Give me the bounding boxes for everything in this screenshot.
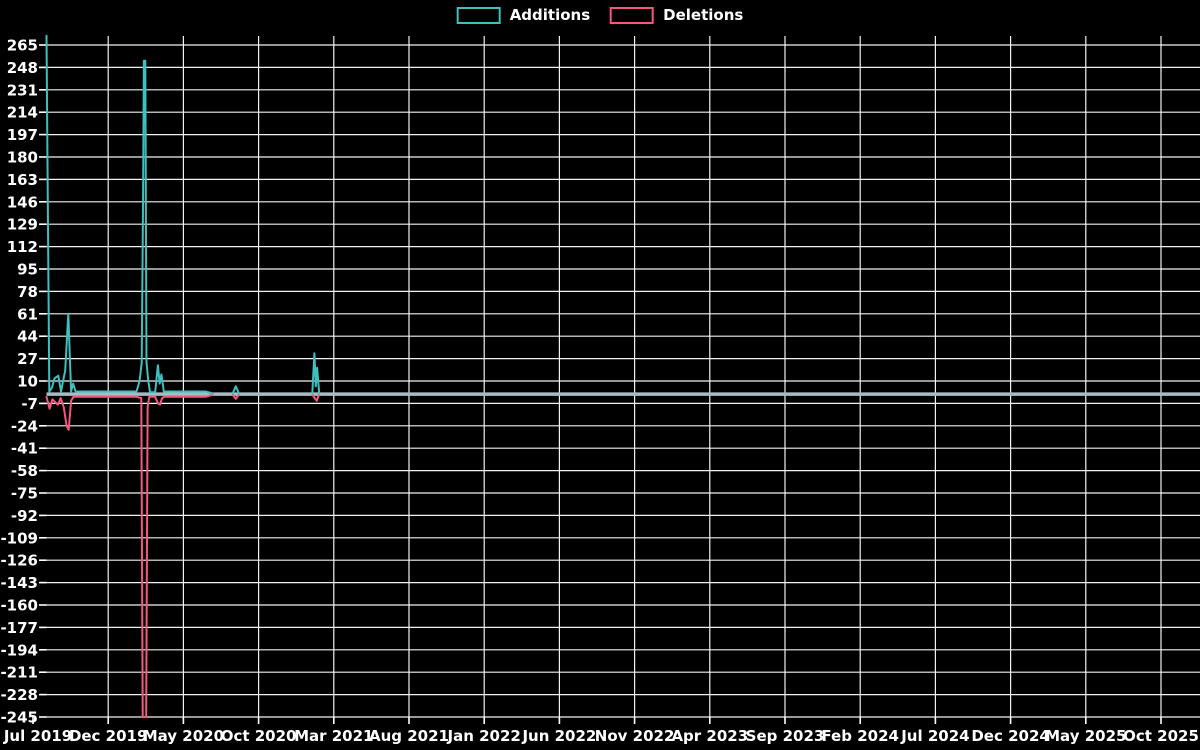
deletions-line <box>231 393 240 400</box>
x-tick-label: Apr 2023 <box>671 727 748 745</box>
y-tick-label: -126 <box>0 552 38 570</box>
y-tick-label: 231 <box>7 81 38 99</box>
x-tick-label: May 2020 <box>143 727 224 745</box>
x-tick-label: Jun 2022 <box>521 727 596 745</box>
additions-line <box>311 352 321 395</box>
x-tick-label: Nov 2022 <box>595 727 675 745</box>
y-tick-label: 248 <box>7 59 38 77</box>
y-tick-label: 112 <box>7 238 38 256</box>
deletions-line <box>311 393 320 402</box>
y-tick-label: 180 <box>7 149 38 167</box>
y-tick-label: 197 <box>7 126 38 144</box>
y-tick-label: -211 <box>0 664 38 682</box>
y-tick-label: -58 <box>11 462 38 480</box>
y-tick-label: 146 <box>7 193 38 211</box>
y-tick-label: -24 <box>11 417 38 435</box>
x-tick-label: Dec 2024 <box>971 727 1050 745</box>
y-tick-label: 27 <box>17 350 38 368</box>
y-tick-label: -92 <box>11 507 38 525</box>
x-tick-label: Aug 2021 <box>369 727 449 745</box>
y-tick-label: -177 <box>0 619 38 637</box>
y-tick-label: -109 <box>0 529 38 547</box>
x-tick-label: Jul 2024 <box>900 727 969 745</box>
additions-line <box>231 385 240 395</box>
y-tick-label: -245 <box>0 709 38 727</box>
y-tick-label: -194 <box>0 641 38 659</box>
x-tick-label: Dec 2019 <box>69 727 148 745</box>
deletions-swatch-icon <box>610 7 655 24</box>
y-tick-label: -160 <box>0 597 38 615</box>
y-tick-label: 163 <box>7 171 38 189</box>
y-tick-label: -41 <box>11 440 38 458</box>
x-tick-label: Oct 2025 <box>1123 727 1199 745</box>
y-tick-label: 129 <box>7 216 38 234</box>
chart-legend: Additions Deletions <box>456 6 743 24</box>
x-tick-label: Mar 2021 <box>294 727 373 745</box>
y-tick-label: -143 <box>0 574 38 592</box>
y-tick-label: 78 <box>17 283 38 301</box>
x-tick-label: Jan 2022 <box>447 727 521 745</box>
y-tick-label: 61 <box>17 305 38 323</box>
y-tick-label: 44 <box>17 328 38 346</box>
x-tick-label: Jul 2019 <box>3 727 72 745</box>
y-tick-label: -228 <box>0 686 38 704</box>
y-tick-label: 265 <box>7 37 38 55</box>
x-tick-label: Sep 2023 <box>746 727 825 745</box>
y-tick-label: 95 <box>17 261 38 279</box>
legend-label-additions: Additions <box>509 6 591 24</box>
legend-item-deletions: Deletions <box>610 7 743 24</box>
additions-line <box>45 34 214 395</box>
x-tick-label: May 2025 <box>1045 727 1126 745</box>
y-tick-label: -75 <box>11 485 38 503</box>
legend-label-deletions: Deletions <box>663 6 744 24</box>
y-tick-label: 10 <box>17 373 38 391</box>
x-tick-label: Feb 2024 <box>821 727 899 745</box>
additions-swatch-icon <box>456 7 501 24</box>
deletions-line <box>45 393 214 718</box>
legend-item-additions: Additions <box>456 6 591 24</box>
y-tick-label: 214 <box>7 104 38 122</box>
x-tick-label: Oct 2020 <box>221 727 297 745</box>
y-tick-label: -7 <box>21 395 38 413</box>
